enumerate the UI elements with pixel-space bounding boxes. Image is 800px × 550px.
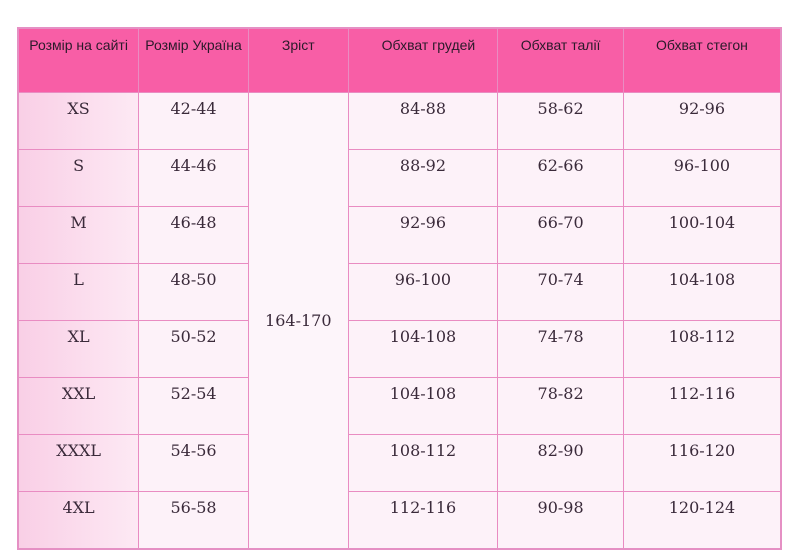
table-cell: 48-50 [138, 263, 249, 321]
column-header: Зріст [247, 27, 349, 93]
table-row: XL 50-52 104-108 74-78 108-112 [17, 320, 782, 378]
table-cell: 62-66 [497, 149, 624, 207]
column-header: Обхват талії [497, 27, 624, 93]
table-row: M 46-48 92-96 66-70 100-104 [17, 206, 782, 264]
table-cell: 52-54 [138, 377, 249, 435]
table-cell: 78-82 [497, 377, 624, 435]
table-cell: 44-46 [138, 149, 249, 207]
column-header: Розмір Україна [138, 27, 249, 93]
table-cell: 112-116 [347, 491, 499, 550]
table-cell: 104-108 [347, 377, 499, 435]
table-cell: 66-70 [497, 206, 624, 264]
table-cell: 4XL [17, 491, 140, 550]
header-row: Розмір на сайті Розмір Україна Зріст Обхват… [17, 27, 782, 93]
table-cell: 84-88 [347, 92, 499, 150]
table-cell: 120-124 [622, 491, 782, 550]
table-row: XXXL 54-56 108-112 82-90 116-120 [17, 434, 782, 492]
table-cell: 108-112 [622, 320, 782, 378]
table-cell: 46-48 [138, 206, 249, 264]
table-cell: 70-74 [497, 263, 624, 321]
table-cell: 82-90 [497, 434, 624, 492]
table-cell: 90-98 [497, 491, 624, 550]
table-row: L 48-50 96-100 70-74 104-108 [17, 263, 782, 321]
height-cell: 164-170 [247, 92, 349, 550]
table-cell: 100-104 [622, 206, 782, 264]
column-header: Обхват грудей [347, 27, 499, 93]
table-cell: 104-108 [622, 263, 782, 321]
table-row: S 44-46 88-92 62-66 96-100 [17, 149, 782, 207]
table-cell: 112-116 [622, 377, 782, 435]
table-cell: S [17, 149, 140, 207]
table-cell: XXXL [17, 434, 140, 492]
table-cell: 92-96 [622, 92, 782, 150]
table-cell: 88-92 [347, 149, 499, 207]
table-cell: 104-108 [347, 320, 499, 378]
table-cell: 42-44 [138, 92, 249, 150]
table-cell: 96-100 [347, 263, 499, 321]
table-row: XS 42-44 164-170 84-88 58-62 92-96 [17, 92, 782, 550]
table-row: 4XL 56-58 112-116 90-98 120-124 [17, 491, 782, 550]
table-cell: 116-120 [622, 434, 782, 492]
column-header: Розмір на сайті [17, 27, 140, 93]
table-row: XXL 52-54 104-108 78-82 112-116 [17, 377, 782, 435]
table-cell: XL [17, 320, 140, 378]
column-header: Обхват стегон [622, 27, 782, 93]
table-cell: 58-62 [497, 92, 624, 150]
table-cell: 96-100 [622, 149, 782, 207]
table-cell: 108-112 [347, 434, 499, 492]
table-cell: XXL [17, 377, 140, 435]
table-cell: 54-56 [138, 434, 249, 492]
table-cell: 92-96 [347, 206, 499, 264]
table-cell: 50-52 [138, 320, 249, 378]
table-cell: 74-78 [497, 320, 624, 378]
table-cell: L [17, 263, 140, 321]
size-table: Розмір на сайті Розмір Україна Зріст Обхват… [17, 27, 782, 550]
table-cell: 56-58 [138, 491, 249, 550]
table-cell: M [17, 206, 140, 264]
table-cell: XS [17, 92, 140, 150]
